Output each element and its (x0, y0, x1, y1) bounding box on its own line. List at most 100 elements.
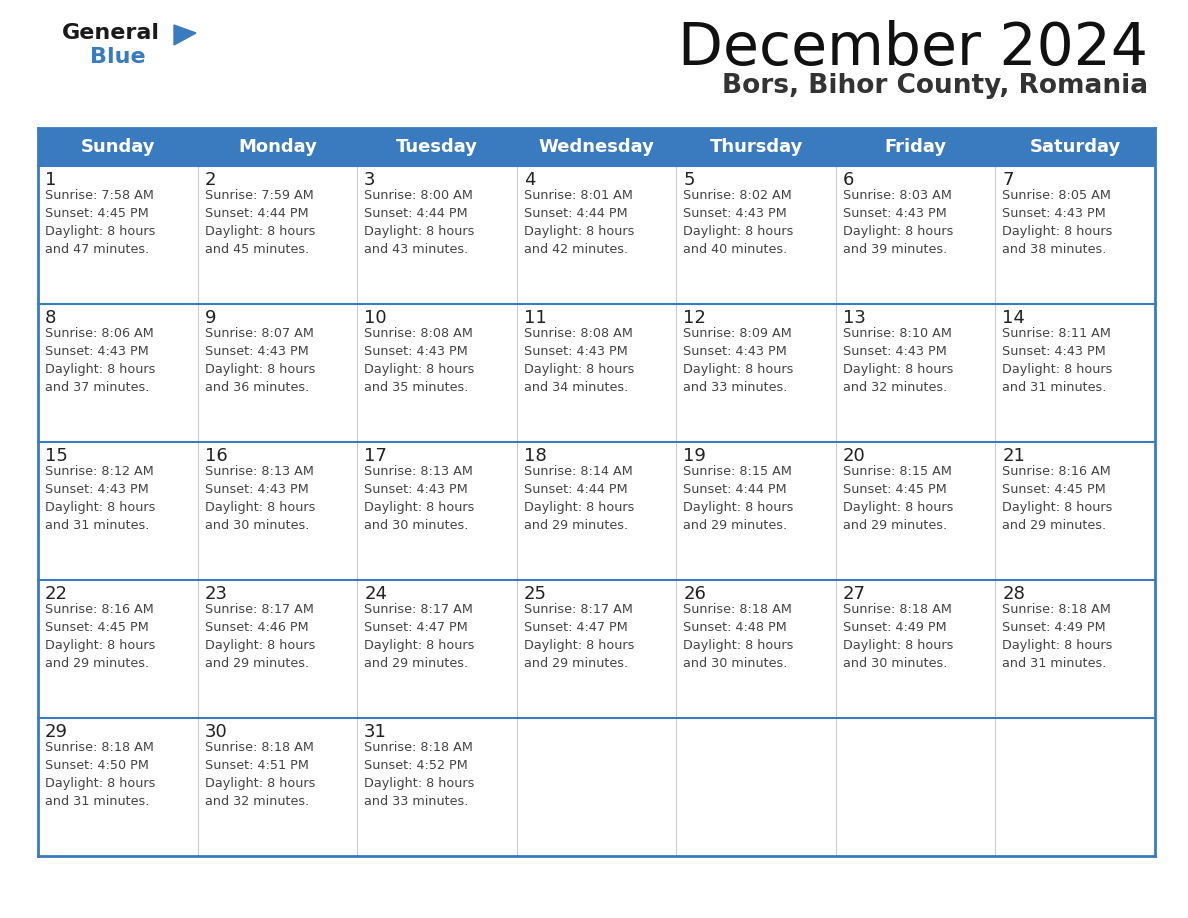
Text: Sunrise: 8:08 AM: Sunrise: 8:08 AM (365, 327, 473, 340)
Text: Daylight: 8 hours: Daylight: 8 hours (1003, 225, 1113, 238)
Text: 17: 17 (365, 447, 387, 465)
Text: and 35 minutes.: and 35 minutes. (365, 381, 468, 394)
Bar (517, 718, 676, 856)
Text: 30: 30 (204, 723, 227, 741)
Text: Sunrise: 8:09 AM: Sunrise: 8:09 AM (683, 327, 792, 340)
Text: Daylight: 8 hours: Daylight: 8 hours (524, 225, 634, 238)
Text: Daylight: 8 hours: Daylight: 8 hours (1003, 363, 1113, 376)
Bar (197, 166, 358, 304)
Text: Daylight: 8 hours: Daylight: 8 hours (45, 639, 156, 652)
Text: 1: 1 (45, 171, 56, 189)
Text: Sunrise: 8:07 AM: Sunrise: 8:07 AM (204, 327, 314, 340)
Text: and 29 minutes.: and 29 minutes. (524, 519, 627, 532)
Bar (676, 580, 836, 718)
Text: Daylight: 8 hours: Daylight: 8 hours (45, 225, 156, 238)
Bar (38, 580, 197, 718)
Text: and 45 minutes.: and 45 minutes. (204, 243, 309, 256)
Text: 13: 13 (842, 309, 866, 327)
Text: December 2024: December 2024 (678, 20, 1148, 77)
Text: Daylight: 8 hours: Daylight: 8 hours (204, 777, 315, 790)
Text: Daylight: 8 hours: Daylight: 8 hours (45, 363, 156, 376)
Text: 27: 27 (842, 585, 866, 603)
Bar (676, 718, 836, 856)
Polygon shape (173, 25, 196, 45)
Text: and 29 minutes.: and 29 minutes. (204, 657, 309, 670)
Text: Sunrise: 8:15 AM: Sunrise: 8:15 AM (683, 465, 792, 478)
Text: and 29 minutes.: and 29 minutes. (1003, 519, 1106, 532)
Text: Sunrise: 8:18 AM: Sunrise: 8:18 AM (45, 741, 154, 754)
Text: and 37 minutes.: and 37 minutes. (45, 381, 150, 394)
Text: General: General (62, 23, 160, 43)
Text: Bors, Bihor County, Romania: Bors, Bihor County, Romania (722, 73, 1148, 99)
Text: Sunset: 4:46 PM: Sunset: 4:46 PM (204, 621, 308, 634)
Text: Sunrise: 8:14 AM: Sunrise: 8:14 AM (524, 465, 632, 478)
Bar (996, 304, 1155, 442)
Text: Sunrise: 8:11 AM: Sunrise: 8:11 AM (1003, 327, 1111, 340)
Text: Sunrise: 8:05 AM: Sunrise: 8:05 AM (1003, 189, 1111, 202)
Bar (197, 442, 358, 580)
Bar (836, 304, 996, 442)
Text: Sunrise: 8:03 AM: Sunrise: 8:03 AM (842, 189, 952, 202)
Text: Daylight: 8 hours: Daylight: 8 hours (683, 363, 794, 376)
Text: 25: 25 (524, 585, 546, 603)
Text: Daylight: 8 hours: Daylight: 8 hours (842, 363, 953, 376)
Text: and 38 minutes.: and 38 minutes. (1003, 243, 1107, 256)
Text: Sunset: 4:43 PM: Sunset: 4:43 PM (524, 345, 627, 358)
Text: Sunrise: 8:16 AM: Sunrise: 8:16 AM (1003, 465, 1111, 478)
Bar (836, 580, 996, 718)
Text: Saturday: Saturday (1030, 138, 1120, 156)
Text: 24: 24 (365, 585, 387, 603)
Bar (358, 304, 517, 442)
Text: Sunset: 4:45 PM: Sunset: 4:45 PM (45, 621, 148, 634)
Text: Sunset: 4:45 PM: Sunset: 4:45 PM (842, 483, 947, 496)
Bar (358, 442, 517, 580)
Bar (676, 166, 836, 304)
Text: Sunset: 4:48 PM: Sunset: 4:48 PM (683, 621, 786, 634)
Text: Sunrise: 7:59 AM: Sunrise: 7:59 AM (204, 189, 314, 202)
Text: Daylight: 8 hours: Daylight: 8 hours (1003, 501, 1113, 514)
Bar (996, 718, 1155, 856)
Text: Tuesday: Tuesday (396, 138, 478, 156)
Text: Daylight: 8 hours: Daylight: 8 hours (524, 501, 634, 514)
Text: Daylight: 8 hours: Daylight: 8 hours (683, 501, 794, 514)
Text: Daylight: 8 hours: Daylight: 8 hours (204, 225, 315, 238)
Text: Thursday: Thursday (709, 138, 803, 156)
Text: Daylight: 8 hours: Daylight: 8 hours (1003, 639, 1113, 652)
Text: Sunrise: 8:12 AM: Sunrise: 8:12 AM (45, 465, 153, 478)
Text: Sunrise: 8:18 AM: Sunrise: 8:18 AM (1003, 603, 1111, 616)
Text: 19: 19 (683, 447, 706, 465)
Text: 20: 20 (842, 447, 866, 465)
Text: Sunrise: 8:18 AM: Sunrise: 8:18 AM (842, 603, 952, 616)
Text: 14: 14 (1003, 309, 1025, 327)
Bar (358, 718, 517, 856)
Text: 9: 9 (204, 309, 216, 327)
Text: Daylight: 8 hours: Daylight: 8 hours (842, 639, 953, 652)
Text: Sunset: 4:52 PM: Sunset: 4:52 PM (365, 759, 468, 772)
Text: Sunrise: 8:18 AM: Sunrise: 8:18 AM (683, 603, 792, 616)
Bar (996, 580, 1155, 718)
Bar (197, 304, 358, 442)
Text: and 29 minutes.: and 29 minutes. (683, 519, 788, 532)
Bar (836, 166, 996, 304)
Text: and 31 minutes.: and 31 minutes. (1003, 657, 1107, 670)
Text: Friday: Friday (885, 138, 947, 156)
Bar (517, 442, 676, 580)
Text: 12: 12 (683, 309, 706, 327)
Text: Sunrise: 8:18 AM: Sunrise: 8:18 AM (204, 741, 314, 754)
Text: and 47 minutes.: and 47 minutes. (45, 243, 150, 256)
Text: Sunset: 4:43 PM: Sunset: 4:43 PM (204, 483, 309, 496)
Text: Daylight: 8 hours: Daylight: 8 hours (365, 501, 474, 514)
Text: Daylight: 8 hours: Daylight: 8 hours (365, 639, 474, 652)
Text: Sunset: 4:43 PM: Sunset: 4:43 PM (45, 483, 148, 496)
Bar (38, 718, 197, 856)
Text: Daylight: 8 hours: Daylight: 8 hours (683, 225, 794, 238)
Bar (38, 304, 197, 442)
Text: 29: 29 (45, 723, 68, 741)
Text: 8: 8 (45, 309, 56, 327)
Text: Sunset: 4:45 PM: Sunset: 4:45 PM (1003, 483, 1106, 496)
Bar (358, 166, 517, 304)
Text: Sunset: 4:49 PM: Sunset: 4:49 PM (842, 621, 947, 634)
Text: and 33 minutes.: and 33 minutes. (365, 795, 468, 808)
Text: Wednesday: Wednesday (538, 138, 655, 156)
Text: Daylight: 8 hours: Daylight: 8 hours (365, 225, 474, 238)
